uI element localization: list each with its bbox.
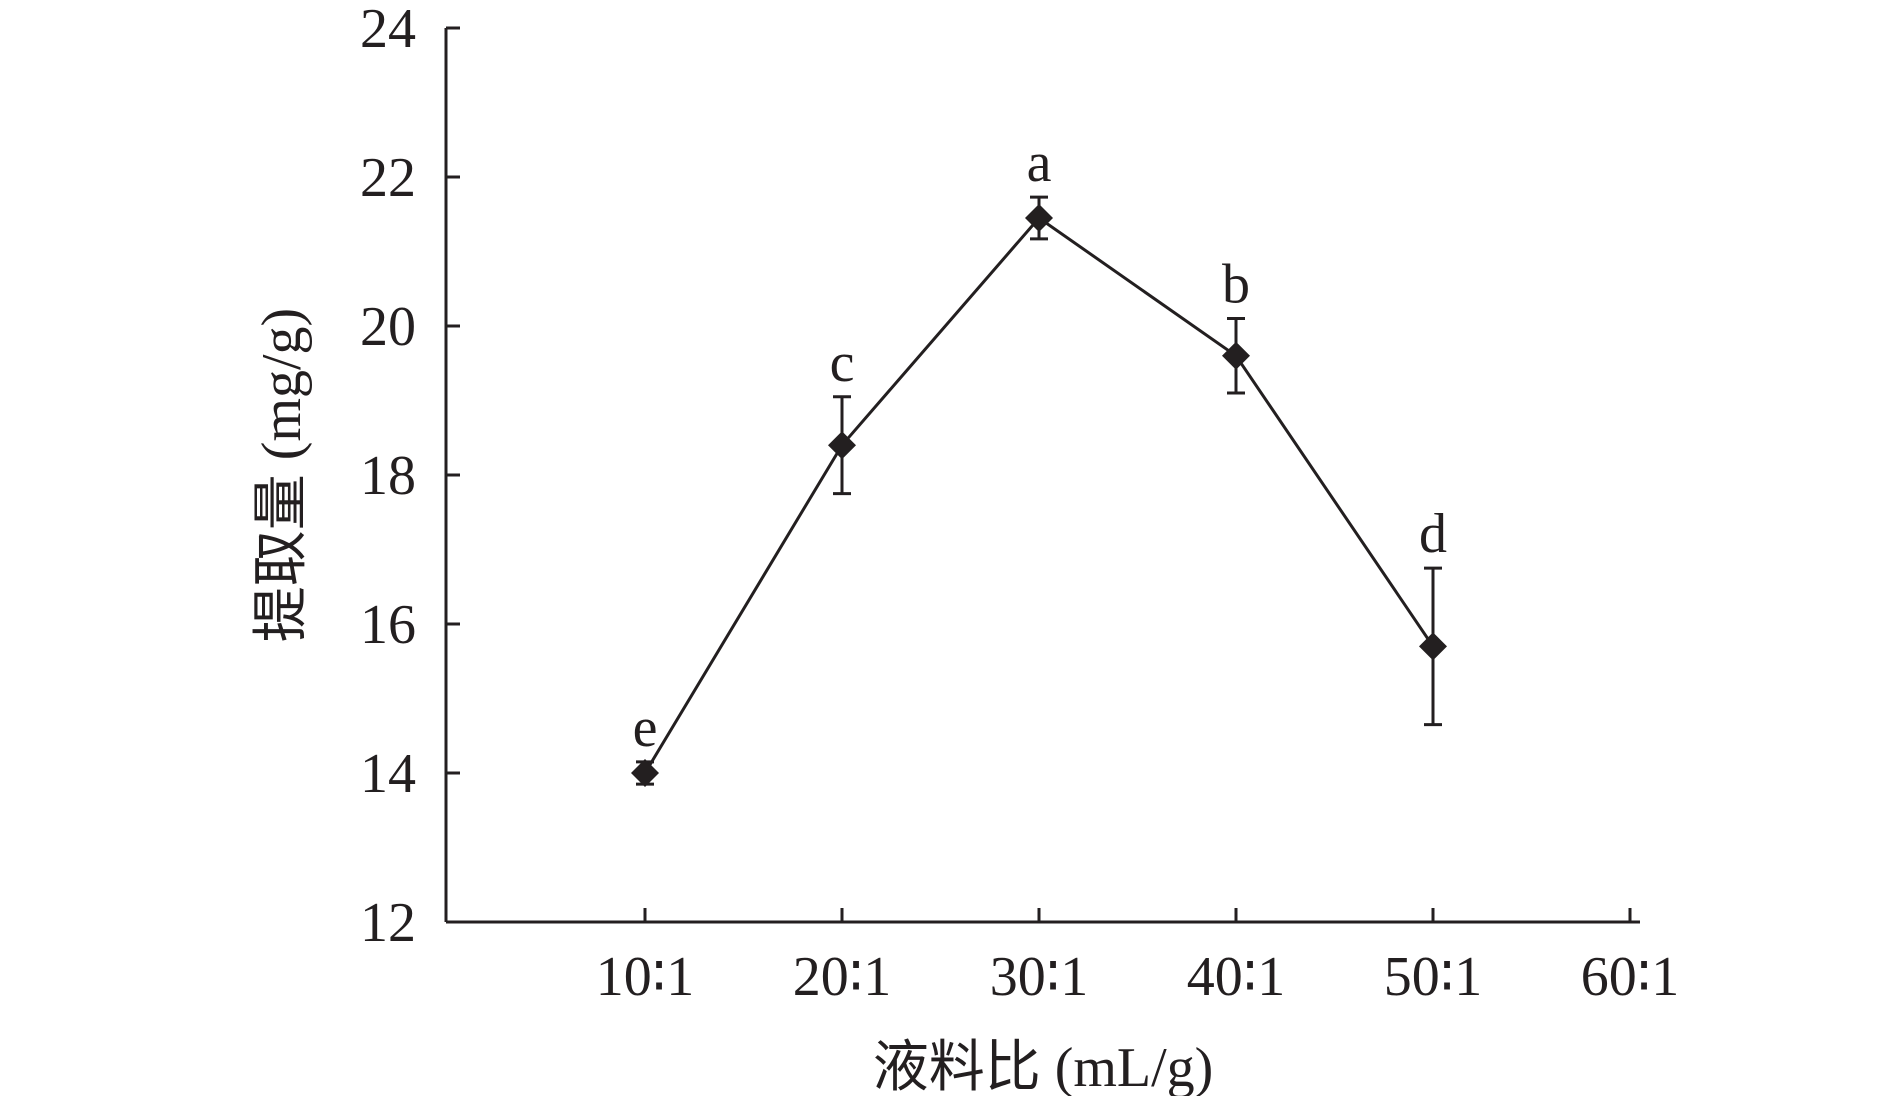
y-tick-label: 18 (360, 445, 416, 507)
x-tick-label: 30∶1 (990, 946, 1089, 1008)
y-ticks: 12 14 16 18 20 22 24 (360, 0, 460, 954)
y-tick-label: 16 (360, 594, 416, 656)
significance-label: c (830, 332, 855, 394)
data-point-marker (631, 759, 659, 787)
data-point-marker (828, 431, 856, 460)
x-tick-label: 20∶1 (793, 946, 892, 1008)
y-tick-label: 20 (360, 296, 416, 358)
x-ticks: 10∶1 20∶1 30∶1 40∶1 50∶1 60∶1 (596, 908, 1680, 1008)
x-axis-title: 液料比 (mL/g) (873, 1037, 1214, 1096)
y-tick-label: 24 (360, 0, 416, 60)
x-tick-label: 50∶1 (1384, 946, 1483, 1008)
significance-label: a (1027, 132, 1052, 194)
data-point-marker (1025, 203, 1053, 232)
x-tick-label: 60∶1 (1581, 946, 1680, 1008)
y-tick-label: 14 (360, 743, 416, 805)
x-tick-label: 40∶1 (1187, 946, 1286, 1008)
y-tick-label: 12 (360, 892, 416, 954)
significance-label: d (1419, 503, 1447, 565)
significance-label: e (633, 697, 658, 759)
y-tick-label: 22 (360, 147, 416, 209)
data-point-marker (1222, 341, 1250, 370)
data-point-marker (1419, 632, 1447, 661)
x-tick-label: 10∶1 (596, 946, 695, 1008)
y-axis-title: 提取量 (mg/g) (251, 308, 313, 642)
series: e c a b d (631, 132, 1447, 787)
series-line (643, 215, 1435, 774)
significance-label: b (1222, 254, 1250, 316)
